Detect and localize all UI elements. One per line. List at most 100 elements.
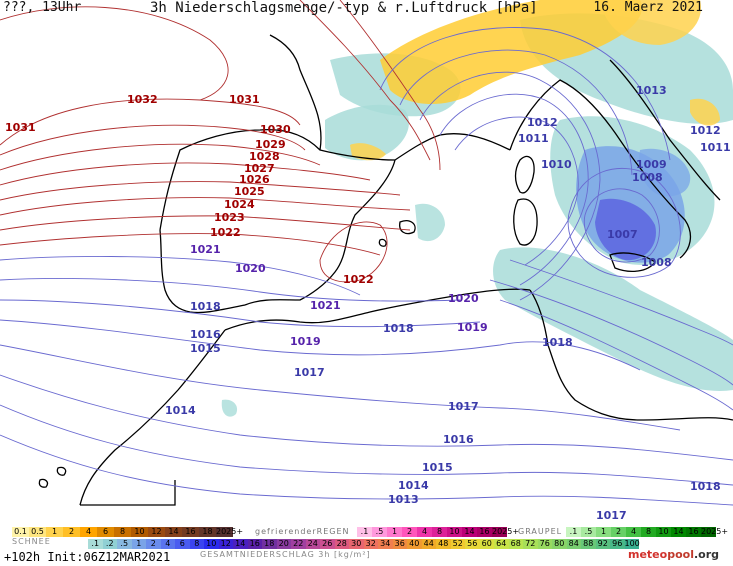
legend-swatch: 64 [494, 539, 509, 549]
legend-swatch: 4 [417, 527, 432, 537]
isobar-label: 1029 [255, 138, 286, 151]
legend-freezing-rain-label: gefrierenderREGEN [255, 527, 350, 536]
isobar-label: 1022 [210, 226, 241, 239]
isobar-low-3 [0, 299, 481, 328]
legend-swatch: 84 [566, 539, 581, 549]
legend-swatch: 12 [218, 539, 233, 549]
coast-sardinia [513, 198, 538, 246]
coast-canaries-2 [56, 466, 67, 476]
legend-swatch: 16 [247, 539, 262, 549]
legend-swatch: 44 [421, 539, 436, 549]
isobar-low-ring-1 [567, 167, 681, 278]
legend-swatch: 1 [131, 539, 146, 549]
header-left-time: ???, 13Uhr [3, 0, 82, 15]
isobar-label: 1012 [690, 124, 721, 137]
legend-swatch: 10 [204, 539, 219, 549]
snow-area-alps [380, 0, 642, 105]
isobar-low-curve-8 [509, 259, 733, 346]
isobar-high-ring [319, 221, 388, 283]
legend-swatch: 2 [402, 527, 417, 537]
legend-swatch: 20 [276, 539, 291, 549]
isobar-label: 1016 [190, 328, 221, 341]
isobar-label: 1020 [235, 262, 266, 275]
legend-swatch: 24 [305, 539, 320, 549]
legend-swatch: 2 [611, 527, 626, 537]
isobar-high-nw [299, 0, 431, 161]
legend-graupel-label: GRAUPEL [518, 527, 563, 536]
isobar-label: 1014 [398, 479, 429, 492]
coast-canaries-1 [38, 478, 49, 488]
legend-swatch: 2025+ [701, 527, 729, 537]
isobar-label: 1014 [165, 404, 196, 417]
map-date: 16. Maerz 2021 [593, 0, 703, 15]
legend-swatch: 2025+ [216, 527, 244, 537]
isobar-low-7 [0, 404, 733, 486]
isobar-high-2 [0, 124, 306, 156]
isobar-label: 1012 [527, 116, 558, 129]
coast-portugal [159, 229, 246, 314]
coast-italy-west [509, 79, 692, 259]
isobar-label: 1018 [190, 300, 221, 313]
logo-part-meteo: meteo [628, 548, 668, 561]
isobar-low-6 [0, 374, 733, 461]
isobar-low-curve-3 [454, 116, 579, 266]
isobar-label: 1017 [294, 366, 325, 379]
legend-swatch: 14 [671, 527, 686, 537]
isobar-low-curve-1 [419, 71, 601, 301]
isobar-label: 1008 [641, 256, 672, 269]
coast-spain-east [244, 159, 396, 306]
legend-swatch: 6 [97, 527, 114, 537]
legend-swatch: 0.1 [12, 527, 29, 537]
precip-area-morocco [221, 399, 238, 417]
isobar-label: 1024 [224, 198, 255, 211]
logo-part-org: .org [693, 548, 720, 561]
legend-swatch: 76 [537, 539, 552, 549]
coast-ibiza [378, 238, 387, 247]
legend-swatch: 4 [626, 527, 641, 537]
legend-swatch: 40 [407, 539, 422, 549]
legend-swatch: 18 [199, 527, 216, 537]
legend-swatch: 88 [581, 539, 596, 549]
legend-swatch: 36 [392, 539, 407, 549]
isobar-high-7 [0, 215, 411, 231]
isobar-high-3 [0, 143, 321, 171]
precip-area-italy-heavy [595, 198, 656, 261]
isobar-label: 1015 [422, 461, 453, 474]
legend-swatch: 8 [114, 527, 131, 537]
legend-swatch: 72 [523, 539, 538, 549]
legend-swatch: .5 [372, 527, 387, 537]
legend-swatch: 1 [387, 527, 402, 537]
map-title: 3h Niederschlagsmenge/-typ & r.Luftdruck… [150, 0, 538, 16]
legend-swatch: 34 [378, 539, 393, 549]
precip-area-algeria [493, 247, 733, 391]
precipitation-areas [221, 0, 733, 417]
isobar-label: 1027 [244, 162, 275, 175]
isobar-low-8 [0, 434, 733, 506]
isobar-low-curve-6 [499, 299, 733, 411]
isobar-label: 1021 [310, 299, 341, 312]
isobar-label: 1011 [518, 132, 549, 145]
precip-area-biscay [325, 104, 409, 161]
isobar-label: 1016 [443, 433, 474, 446]
isobar-label: 1018 [383, 322, 414, 335]
precip-area-balearic [415, 203, 445, 242]
isobar-high-6 [0, 197, 411, 216]
isobar-high-1 [0, 98, 301, 146]
legend-swatch: 22 [291, 539, 306, 549]
snow-area-balkan [690, 98, 720, 126]
legend-swatch: 16 [477, 527, 492, 537]
legend-swatch: 2025+ [492, 527, 520, 537]
legend-swatch: 80 [552, 539, 567, 549]
legend-swatch: 10 [447, 527, 462, 537]
legend-swatch: .5 [117, 539, 132, 549]
legend-swatch: 30 [349, 539, 364, 549]
isobar-label: 1017 [596, 509, 627, 522]
legend-swatch: .1 [357, 527, 372, 537]
meteopool-logo[interactable]: meteopool.org [628, 548, 719, 561]
legend-swatch: 68 [508, 539, 523, 549]
coast-italy-east [609, 59, 721, 201]
legend-swatch: 16 [686, 527, 701, 537]
legend-swatch: 4 [80, 527, 97, 537]
isobar-label: 1018 [542, 336, 573, 349]
